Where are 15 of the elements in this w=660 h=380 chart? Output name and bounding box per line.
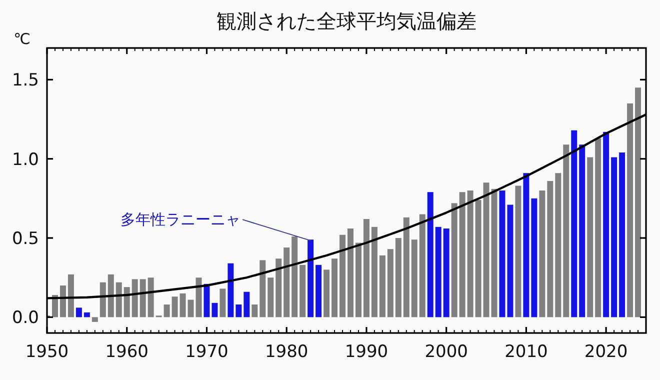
x-tick-label: 1990 bbox=[344, 342, 388, 362]
x-tick-label: 1960 bbox=[105, 342, 148, 362]
y-tick-label: 1.5 bbox=[12, 70, 39, 91]
x-tick-label: 2000 bbox=[424, 342, 468, 362]
y-tick-label: 0.0 bbox=[12, 308, 39, 328]
y-tick-label: 1.0 bbox=[12, 150, 39, 170]
x-tick-label: 2020 bbox=[584, 342, 628, 362]
x-tick-label: 2010 bbox=[504, 342, 548, 362]
chart-title: 観測された全球平均気温偏差 bbox=[216, 9, 476, 33]
x-tick-label: 1980 bbox=[264, 342, 308, 362]
y-axis-title: ℃ bbox=[14, 30, 30, 48]
x-tick-label: 1970 bbox=[185, 342, 228, 362]
y-tick-label: 0.5 bbox=[12, 229, 39, 249]
annotation: 多年性ラニーニャ bbox=[120, 210, 241, 229]
x-tick-label: 1950 bbox=[25, 342, 69, 362]
